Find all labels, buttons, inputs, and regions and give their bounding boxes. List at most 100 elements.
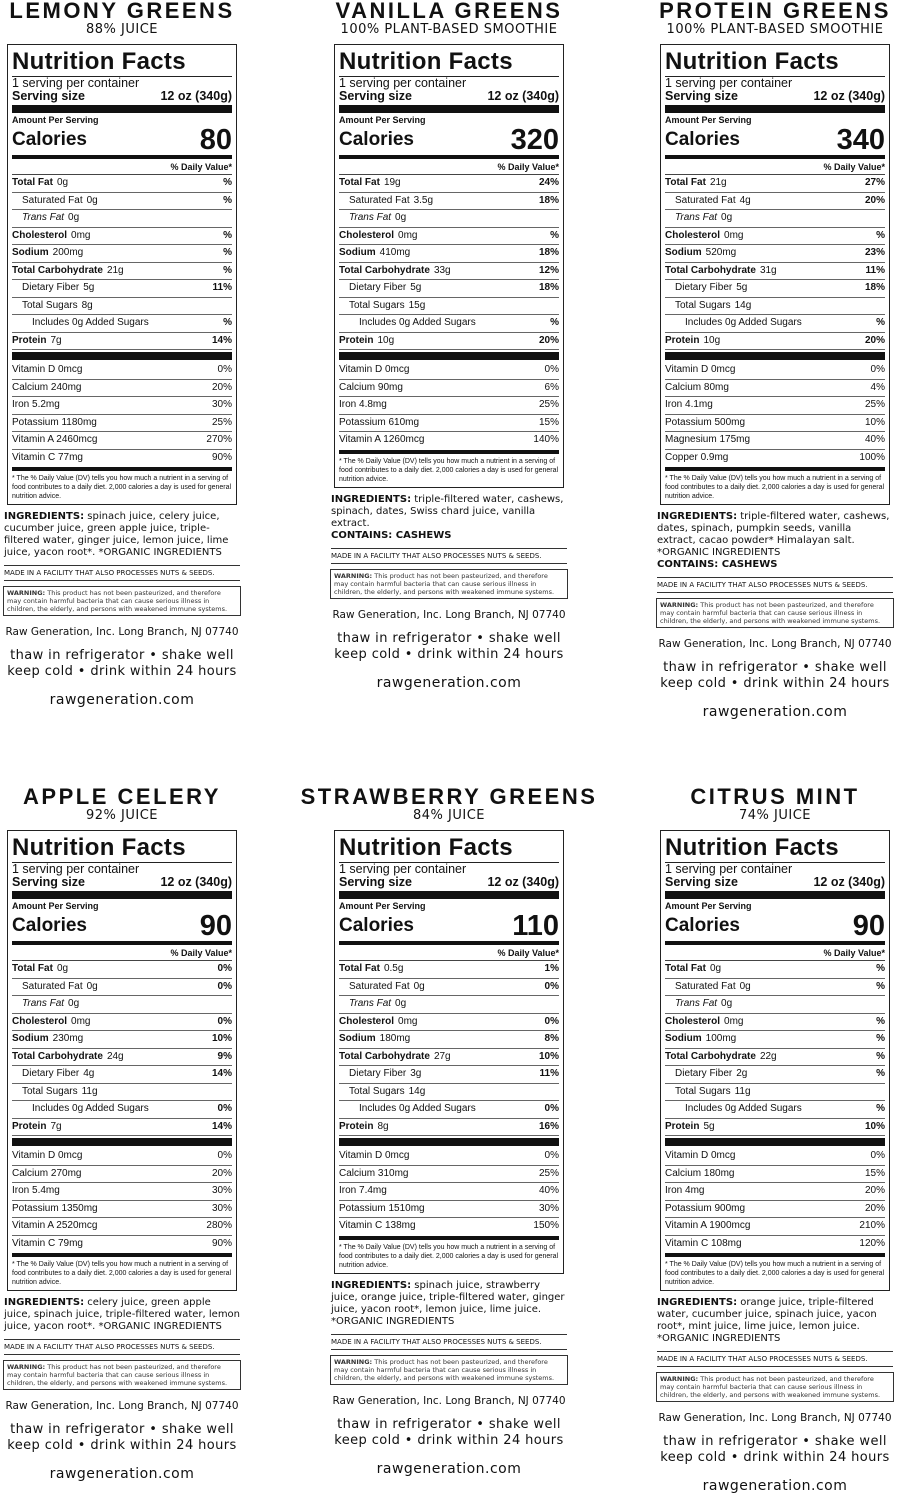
nutrient-name: Protein <box>665 1120 700 1132</box>
thick-bar <box>12 352 232 360</box>
nutrient-name: Trans Fat <box>349 212 392 223</box>
nutrient-name: Includes 0g Added Sugars <box>685 317 802 328</box>
nutrient-row: Cholesterol 0mg% <box>665 1014 885 1031</box>
nutrient-name: Dietary Fiber <box>675 282 733 293</box>
nutrient-name: Protein <box>339 1120 374 1132</box>
instructions: thaw in refrigerator • shake well keep co… <box>334 631 563 663</box>
nutrient-name: Trans Fat <box>675 998 718 1009</box>
nutrient-amount: 10g <box>703 334 721 346</box>
nutrient-dv: 11% <box>865 264 885 276</box>
vitamins: Vitamin D 0mcg 0% Calcium 80mg 4% Iron 4.1mg… <box>665 362 885 466</box>
footnote: * The % Daily Value (DV) tells you how m… <box>12 1261 232 1286</box>
nutrient-dv: 20% <box>864 334 885 346</box>
vitamin-name: Vitamin C 138mg <box>339 1220 416 1231</box>
serving-size-line: Serving size 12 oz (340g) <box>12 876 232 889</box>
nutrient-dv: 0% <box>217 1103 232 1114</box>
nutrient-row: Dietary Fiber 2g% <box>665 1066 885 1084</box>
vitamin-row: Calcium 270mg 20% <box>12 1166 232 1183</box>
vitamin-dv: 25% <box>211 416 232 428</box>
instruction-line: keep cold • drink within 24 hours <box>7 1438 237 1453</box>
nutrient-dv: 11% <box>539 1068 559 1079</box>
ingredients-text: triple-filtered water, cashews, spinach,… <box>331 493 564 529</box>
nutrient-dv: 24% <box>538 177 559 188</box>
vitamin-row: Vitamin D 0mcg 0% <box>339 362 559 380</box>
nutrient-amount: 4g <box>739 194 751 206</box>
vitamin-row: Vitamin C 108mg 120% <box>665 1236 885 1253</box>
instruction-line: keep cold • drink within 24 hours <box>660 1450 890 1465</box>
warning-text: This product has not been pasteurized, a… <box>334 1357 555 1382</box>
nutrient-name: Total Carbohydrate <box>12 1050 103 1062</box>
nutrient-row: Cholesterol 0mg% <box>12 228 232 245</box>
instruction-line: keep cold • drink within 24 hours <box>334 646 564 662</box>
warning-text: This product has not been pasteurized, a… <box>7 1363 228 1387</box>
nutrient-amount: 520mg <box>705 247 737 258</box>
nutrient-row: Sodium 520mg 23% <box>665 245 885 263</box>
vitamin-name: Magnesium 175mg <box>665 434 751 445</box>
nutrient-row: Total Sugars 14g <box>665 298 885 315</box>
nutrient-row: Total Fat 0.5g 1% <box>339 961 559 979</box>
address: Raw Generation, Inc. Long Branch, NJ 077… <box>658 638 892 650</box>
serving-size: 12 oz (340g) <box>813 89 885 103</box>
serving-size-line: Serving size 12 oz (340g) <box>12 90 232 103</box>
vitamins: Vitamin D 0mcg 0% Calcium 240mg 20% Iron 5.2… <box>12 362 232 466</box>
calories-label: Calories <box>12 129 87 150</box>
nutrient-dv: % <box>876 229 885 241</box>
vitamin-row: Vitamin A 1900mcg 210% <box>665 1218 885 1236</box>
thick-bar <box>12 891 232 899</box>
nutrient-row: Cholesterol 0mg% <box>339 228 559 245</box>
nutrient-dv: % <box>223 177 232 188</box>
warning: WARNING: This product has not been paste… <box>3 1360 241 1390</box>
nutrient-name: Total Carbohydrate <box>665 264 756 276</box>
nutrient-dv: 14% <box>211 1120 232 1132</box>
nutrient-dv: 18% <box>538 282 559 293</box>
nutrient-row: Protein 7g 14% <box>12 1119 232 1136</box>
vitamin-dv: 270% <box>206 434 232 445</box>
nutrient-name: Dietary Fiber <box>22 1068 80 1079</box>
product-name: CITRUS MINT <box>690 784 860 809</box>
nutrient-name: Trans Fat <box>675 212 718 223</box>
nutrient-name: Sodium <box>339 247 376 258</box>
vitamin-dv: 0% <box>217 364 232 375</box>
vitamin-dv: 30% <box>211 399 232 410</box>
vitamin-dv: 15% <box>864 1167 885 1179</box>
vitamin-dv: 10% <box>864 416 885 428</box>
website: rawgeneration.com <box>702 1478 848 1494</box>
vitamin-row: Iron 7.4mg 40% <box>339 1183 559 1201</box>
nutrient-amount: 24g <box>106 1050 124 1062</box>
daily-value-header: % Daily Value* <box>665 160 885 175</box>
nutrient-row: Total Sugars 11g <box>12 1084 232 1101</box>
medium-bar <box>665 1253 885 1257</box>
nutrient-amount: 0g <box>709 963 722 974</box>
thick-bar <box>665 105 885 113</box>
nutrient-row: Total Fat 19g 24% <box>339 175 559 193</box>
vitamin-row: Calcium 310mg 25% <box>339 1166 559 1183</box>
nutrient-name: Sodium <box>665 247 702 258</box>
vitamin-dv: 210% <box>859 1220 885 1231</box>
nutrient-row: Dietary Fiber 4g 14% <box>12 1066 232 1084</box>
nutrient-name: Cholesterol <box>339 229 395 241</box>
thick-bar <box>339 352 559 360</box>
ingredients: INGREDIENTS: spinach juice, strawberry j… <box>331 1280 567 1328</box>
nutrient-name: Cholesterol <box>339 1015 395 1027</box>
amount-per-serving: Amount Per Serving <box>339 115 426 125</box>
vitamin-name: Potassium 900mg <box>665 1202 746 1214</box>
nutrient-row: Protein 5g 10% <box>665 1119 885 1136</box>
nutrient-row: Cholesterol 0mg 0% <box>12 1014 232 1031</box>
warning: WARNING: This product has not been paste… <box>656 1372 894 1402</box>
address: Raw Generation, Inc. Long Branch, NJ 077… <box>332 608 566 621</box>
calories-label: Calories <box>339 915 414 936</box>
vitamin-row: Calcium 80mg 4% <box>665 380 885 397</box>
instructions: thaw in refrigerator • shake well keep co… <box>660 660 889 692</box>
nutrient-amount: 5g <box>83 282 95 293</box>
vitamin-row: Vitamin A 1260mcg 140% <box>339 432 559 449</box>
product-subtitle: 84% JUICE <box>412 808 485 823</box>
ingredients: INGREDIENTS: orange juice, triple-filter… <box>657 1297 893 1345</box>
warning-label: WARNING: <box>7 1363 46 1371</box>
ingredients: INGREDIENTS: triple-filtered water, cash… <box>657 511 893 571</box>
nutrient-name: Total Sugars <box>675 1085 731 1097</box>
vitamin-row: Potassium 610mg 15% <box>339 415 559 432</box>
vitamin-name: Calcium 80mg <box>665 381 729 393</box>
nutrient-amount: 19g <box>383 177 401 188</box>
nutrient-row: Cholesterol 0mg% <box>665 228 885 245</box>
vitamin-dv: 25% <box>538 1167 559 1179</box>
